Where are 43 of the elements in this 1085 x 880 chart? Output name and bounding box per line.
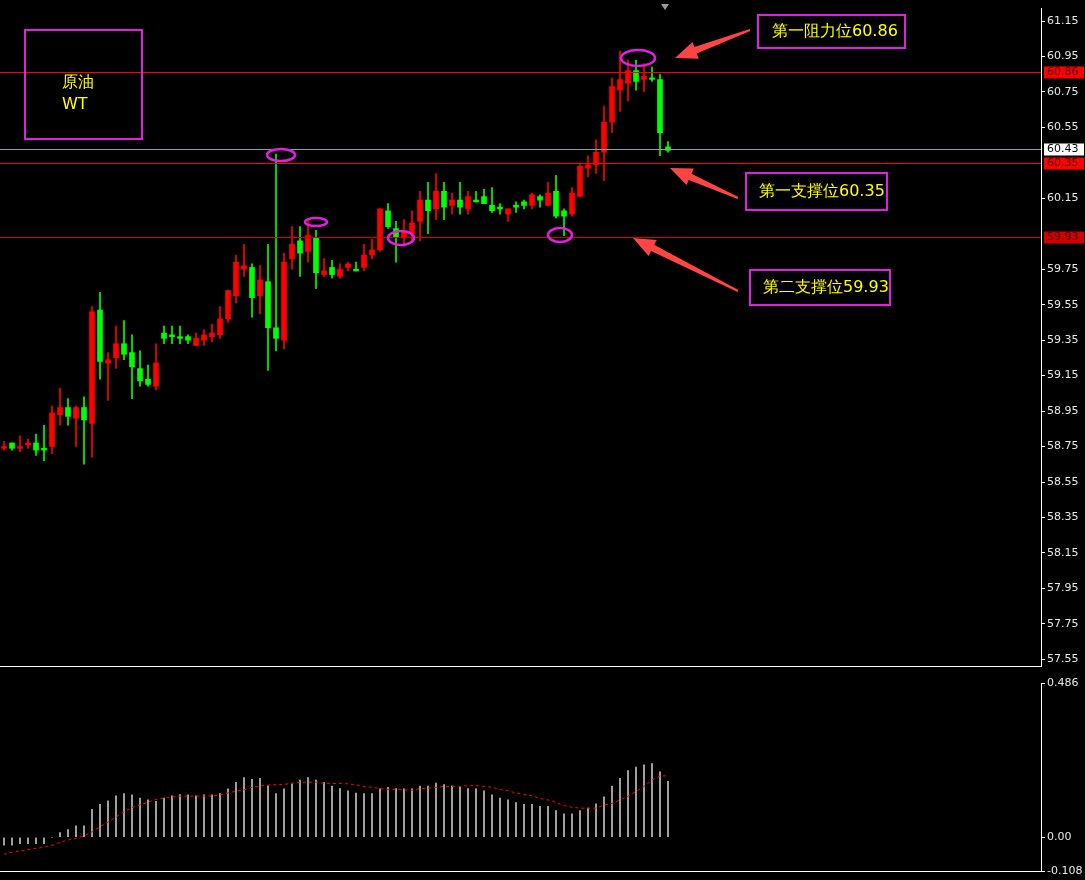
candlestick [321, 258, 327, 277]
y-tick-label: 59.15 [1047, 368, 1079, 382]
y-tick-label: 57.55 [1047, 652, 1079, 666]
y-tick-label: 59.35 [1047, 333, 1079, 347]
ref-line-label: 59.93 [1047, 230, 1079, 244]
candlestick [457, 182, 463, 215]
ref-line-label: 60.86 [1047, 65, 1079, 79]
y-tick-label: 61.15 [1047, 13, 1079, 27]
y-tick-label: 59.55 [1047, 297, 1079, 311]
y-tick-label: 57.95 [1047, 581, 1079, 595]
y-tick-label: 59.75 [1047, 262, 1079, 276]
y-tick-label: 60.95 [1047, 49, 1079, 63]
candlestick [241, 244, 247, 277]
candlestick [57, 387, 63, 426]
candlestick [489, 187, 495, 213]
candlestick [129, 334, 135, 399]
y-tick-label: 60.55 [1047, 120, 1079, 134]
annotation: 原油 WT [24, 29, 143, 140]
ref-line-label: 60.35 [1047, 156, 1079, 170]
y-tick-label: 60.15 [1047, 191, 1079, 205]
y-tick-label: 0.486 [1047, 676, 1079, 690]
y-tick-label: 58.35 [1047, 510, 1079, 524]
candlestick [209, 323, 215, 343]
y-tick-label: 0.00 [1047, 830, 1072, 844]
y-tick-label: 58.95 [1047, 403, 1079, 417]
candlestick [17, 435, 23, 453]
y-tick-label: -0.108 [1047, 864, 1083, 878]
candlestick [537, 194, 543, 208]
annotation: 第二支撑位59.93 [749, 269, 891, 306]
y-tick-label: 60.75 [1047, 84, 1079, 98]
annotation: 第一阻力位60.86 [757, 14, 906, 49]
ref-line-label: 60.43 [1047, 142, 1079, 156]
candlestick [105, 352, 111, 401]
line-series [3, 775, 669, 855]
y-tick-label: 57.75 [1047, 616, 1079, 630]
candlestick [273, 153, 279, 352]
y-tick-label: 58.55 [1047, 474, 1079, 488]
y-tick-label: 58.75 [1047, 439, 1079, 453]
candlestick [425, 182, 431, 235]
candlestick [177, 325, 183, 345]
candlestick [81, 396, 87, 465]
annotation: 第一支撑位60.35 [745, 172, 888, 211]
y-tick-label: 58.15 [1047, 545, 1079, 559]
